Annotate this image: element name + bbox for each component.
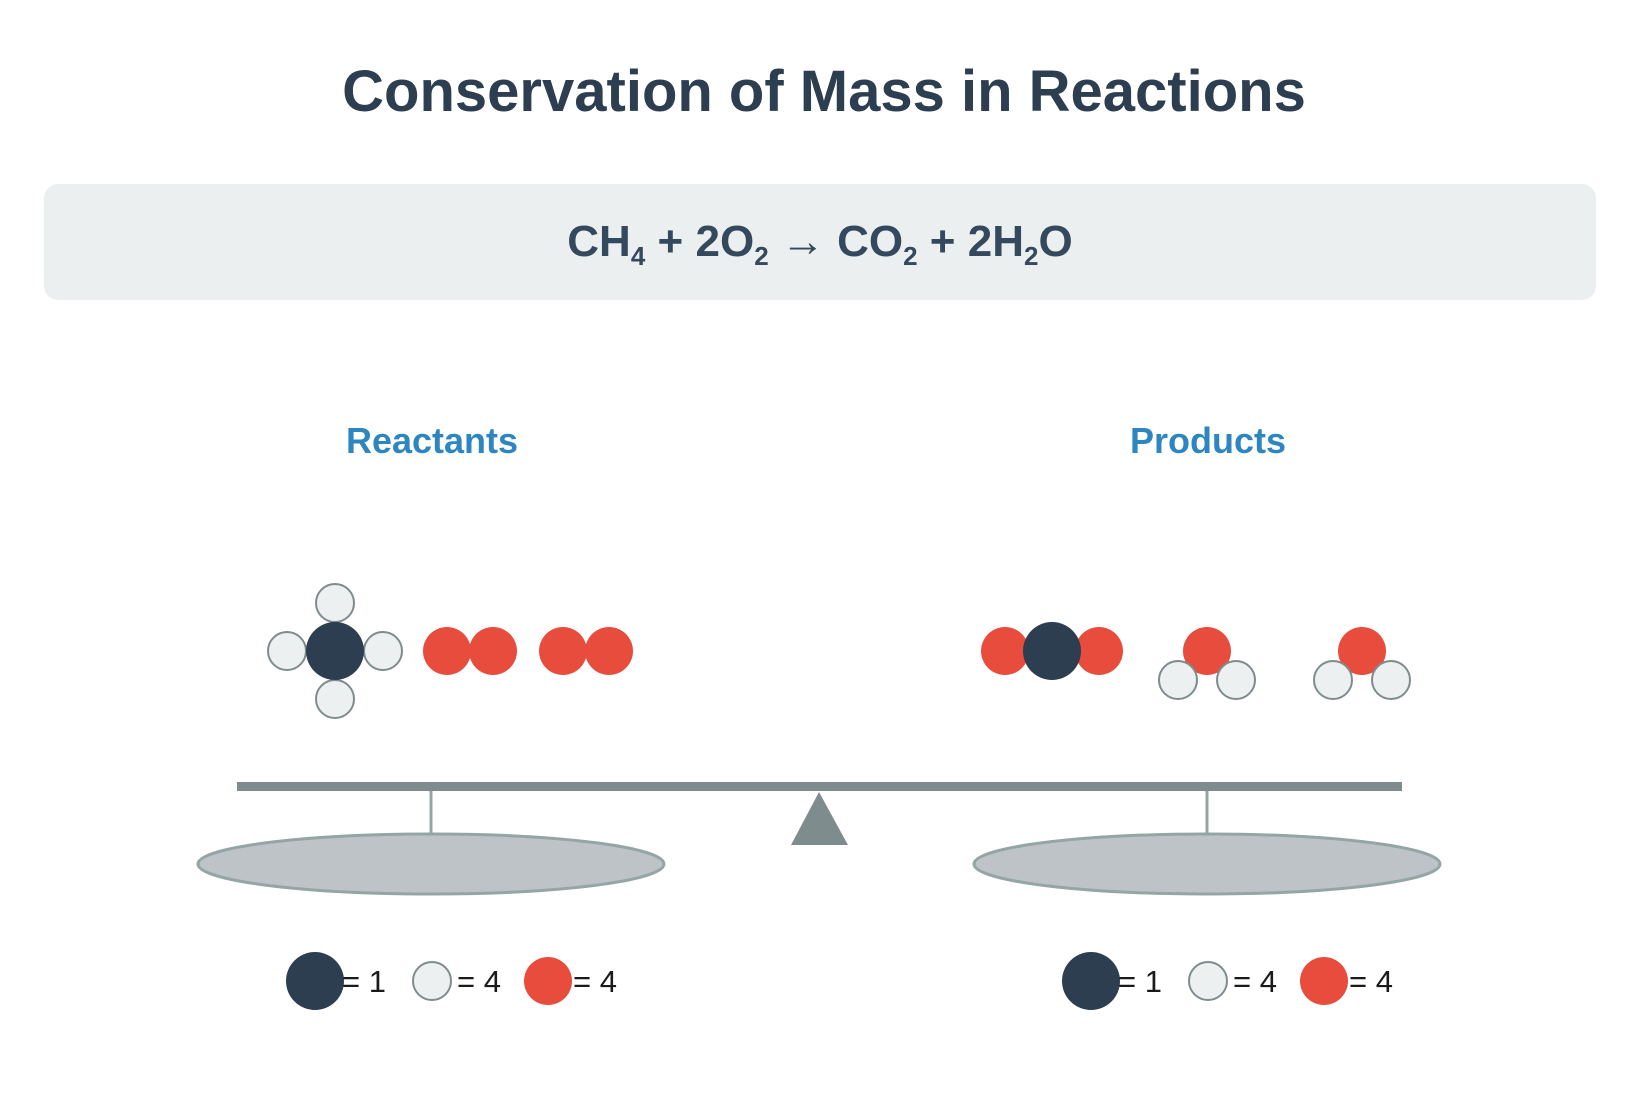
oxygen-atom [1075,627,1123,675]
equation-plus: + [917,217,968,266]
oxygen-count: = 4 [573,964,617,999]
oxygen-molecule [423,627,517,675]
methane-molecule [267,583,403,719]
hydrogen-count-icon [1188,961,1228,1001]
equation-arrow: → [768,217,838,266]
oxygen-count-icon [524,957,572,1005]
hydrogen-atom [363,631,403,671]
reactants-atom-counts: = 1 = 4 = 4 [286,952,617,1010]
carbon-count-icon [286,952,344,1010]
oxygen-atom [539,627,587,675]
hydrogen-atom [315,583,355,623]
left-scale-pan [196,832,666,896]
oxygen-count: = 4 [1349,964,1393,999]
hydrogen-atom [1216,660,1256,700]
chemical-equation: CH4 + 2O2 → CO2 + 2H2O [44,184,1596,300]
hydrogen-atom [1371,660,1411,700]
oxygen-atom [585,627,633,675]
reactants-label: Reactants [345,420,519,461]
oxygen-atom [423,627,471,675]
carbon-count: = 1 [1118,964,1162,999]
carbon-dioxide-molecule [981,622,1123,680]
carbon-atom [1023,622,1081,680]
oxygen-atom [1338,627,1386,675]
hydrogen-atom [1158,660,1198,700]
oxygen-atom [981,627,1029,675]
oxygen-atom [469,627,517,675]
equation-h2o: 2H2O [967,217,1073,271]
carbon-atom [306,622,364,680]
products-label: Products [1129,420,1287,461]
hydrogen-atom [315,679,355,719]
equation-o2: 2O2 [695,217,769,271]
products-atom-counts: = 1 = 4 = 4 [1062,952,1393,1010]
scale-beam [237,782,1402,791]
hydrogen-count: = 4 [1233,964,1277,999]
oxygen-molecule [539,627,633,675]
hydrogen-count: = 4 [457,964,501,999]
equation-co2: CO2 [837,217,918,271]
carbon-count-icon [1062,952,1120,1010]
equation-plus: + [645,217,696,266]
equation-ch4: CH4 [567,217,646,271]
hydrogen-count-icon [412,961,452,1001]
scale-fulcrum [791,792,848,845]
right-scale-pan [972,832,1442,896]
water-molecule [1313,627,1411,700]
oxygen-count-icon [1300,957,1348,1005]
page-title: Conservation of Mass in Reactions [342,59,1306,124]
carbon-count: = 1 [342,964,386,999]
hydrogen-atom [267,631,307,671]
water-molecule [1158,627,1256,700]
hydrogen-atom [1313,660,1353,700]
oxygen-atom [1183,627,1231,675]
